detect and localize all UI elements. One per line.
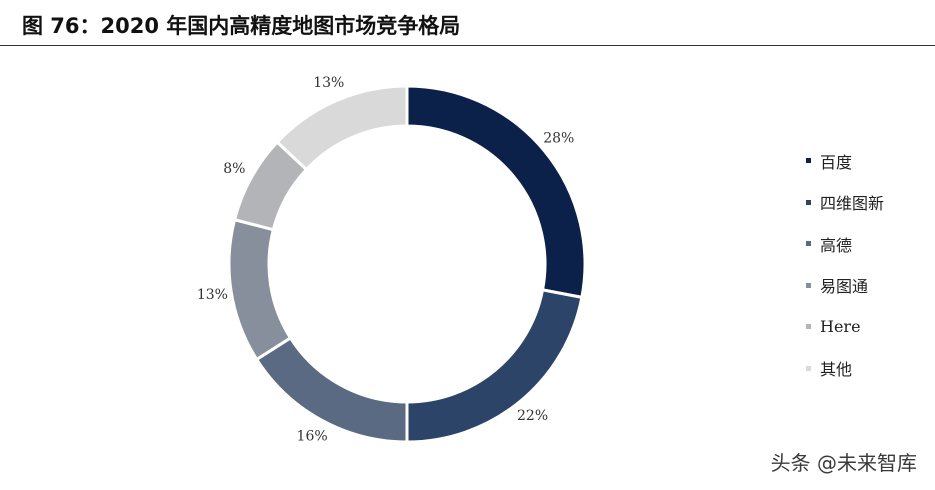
legend-label: 四维图新: [820, 194, 885, 214]
donut-slice-0: [405, 84, 587, 300]
legend-swatch: [806, 241, 811, 247]
slice-label-5: 13%: [313, 75, 344, 91]
donut-slice-5: [275, 84, 409, 172]
legend-label: 百度: [820, 152, 853, 172]
legend-item: 其他: [806, 348, 884, 390]
legend-swatch: [806, 324, 811, 330]
slice-label-2: 16%: [297, 429, 328, 445]
slice-label-4: 8%: [223, 161, 245, 177]
donut-slice-2: [254, 335, 409, 444]
title-divider: [0, 45, 935, 46]
donut-slice-1: [405, 288, 584, 444]
legend-item: 易图通: [806, 265, 884, 307]
legend-item: 四维图新: [806, 182, 884, 224]
legend-label: Here: [820, 317, 861, 337]
legend-swatch: [806, 158, 811, 164]
figure-title: 图 76：2020 年国内高精度地图市场竞争格局: [22, 14, 461, 38]
legend-item: 百度: [806, 140, 884, 182]
slice-label-1: 22%: [517, 408, 548, 424]
slice-label-0: 28%: [543, 130, 574, 146]
donut-slice-3: [227, 217, 293, 362]
legend-label: 高德: [820, 235, 853, 255]
slice-label-3: 13%: [197, 287, 228, 303]
legend-item: Here: [806, 306, 884, 348]
legend-swatch: [806, 282, 811, 288]
legend-swatch: [806, 365, 811, 371]
chart-legend: 百度四维图新高德易图通 Here 其他: [806, 140, 884, 389]
watermark: 头条 @未来智库: [770, 451, 917, 475]
legend-swatch: [806, 199, 811, 205]
legend-item: 高德: [806, 223, 884, 265]
legend-label: 其他: [820, 360, 853, 380]
legend-label: 易图通: [820, 277, 869, 297]
